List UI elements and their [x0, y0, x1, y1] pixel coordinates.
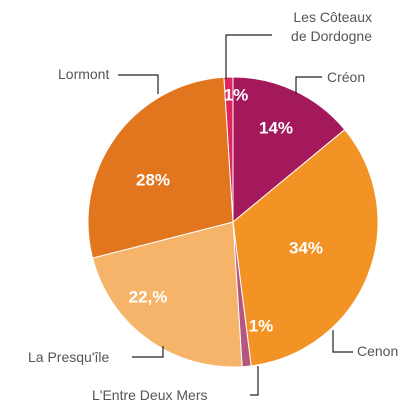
slice-label: Les Côteaux de Dordogne	[291, 9, 372, 44]
slice-label: Créon	[327, 69, 366, 85]
value-label: 34%	[289, 238, 323, 257]
pie-slice	[232, 128, 379, 367]
pie-slice	[232, 76, 346, 224]
value-label: 1%	[224, 85, 249, 104]
leader-line	[250, 366, 259, 396]
pie-slice	[87, 76, 234, 259]
value-label: 28%	[136, 170, 170, 189]
leader-line	[295, 76, 322, 94]
slice-label: L'Entre Deux Mers	[92, 387, 208, 403]
slice-label: Lormont	[58, 66, 110, 82]
value-label: 14%	[259, 118, 293, 137]
value-label: 22,%	[129, 287, 168, 306]
slice-label: Cenon	[357, 343, 399, 359]
leader-line	[132, 346, 164, 358]
slice-label: La Presqu'île	[28, 349, 110, 365]
leader-line	[225, 34, 272, 79]
leader-line	[332, 330, 353, 353]
value-label: 1%	[249, 316, 274, 335]
pie-slice	[91, 221, 243, 368]
leader-line	[118, 74, 159, 94]
